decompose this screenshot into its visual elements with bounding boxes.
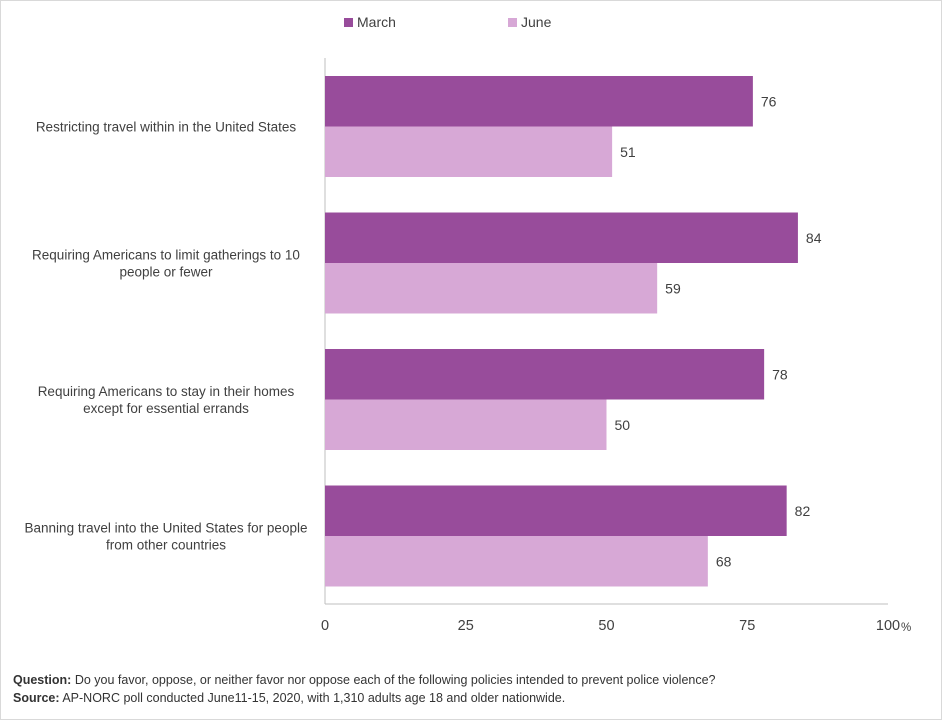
legend-label-june: June: [521, 14, 552, 30]
bar-march-1: [325, 212, 798, 263]
data-label-june-3: 68: [716, 553, 732, 569]
data-label-june-1: 59: [665, 280, 681, 296]
x-tick-label-1: 25: [458, 618, 474, 634]
bar-march-3: [325, 485, 787, 536]
legend-item-march: March: [344, 14, 396, 30]
bar-june-0: [325, 126, 613, 177]
bar-june-1: [325, 263, 658, 314]
category-label-1: Requiring Americans to limit gatherings …: [32, 248, 300, 280]
data-label-june-0: 51: [620, 144, 636, 160]
data-label-june-2: 50: [615, 417, 631, 433]
source-label: Source:: [13, 691, 60, 705]
category-label-0: Restricting travel within in the United …: [36, 120, 297, 135]
legend-swatch-march: [344, 17, 353, 27]
question-text: Do you favor, oppose, or neither favor n…: [71, 673, 716, 687]
data-label-march-1: 84: [806, 230, 822, 246]
question-note: Question: Do you favor, oppose, or neith…: [13, 671, 933, 689]
bar-june-2: [325, 399, 607, 450]
question-label: Question:: [13, 673, 72, 687]
source-text: AP-NORC poll conducted June11-15, 2020, …: [59, 691, 566, 705]
legend-label-march: March: [357, 14, 396, 30]
x-tick-label-0: 0: [321, 618, 329, 634]
legend-item-june: June: [508, 14, 551, 30]
category-label-2: Requiring Americans to stay in their hom…: [38, 384, 295, 416]
bar-march-2: [325, 349, 765, 400]
data-label-march-2: 78: [772, 366, 788, 382]
x-axis-unit: %: [901, 622, 911, 634]
x-tick-label-2: 50: [598, 618, 614, 634]
legend-swatch-june: [508, 17, 517, 27]
bar-chart: 76 51 Restricting travel within in the Uni…: [25, 58, 911, 634]
x-tick-label-3: 75: [739, 618, 755, 634]
category-label-3: Banning travel into the United States fo…: [25, 521, 308, 553]
chart-footer: Question: Do you favor, oppose, or neith…: [13, 671, 933, 707]
bar-march-0: [325, 76, 753, 127]
data-label-march-3: 82: [795, 503, 811, 519]
data-label-march-0: 76: [761, 93, 777, 109]
x-tick-label-4: 100: [876, 618, 900, 634]
bar-june-3: [325, 536, 708, 587]
source-note: Source: AP-NORC poll conducted June11-15…: [13, 689, 933, 707]
